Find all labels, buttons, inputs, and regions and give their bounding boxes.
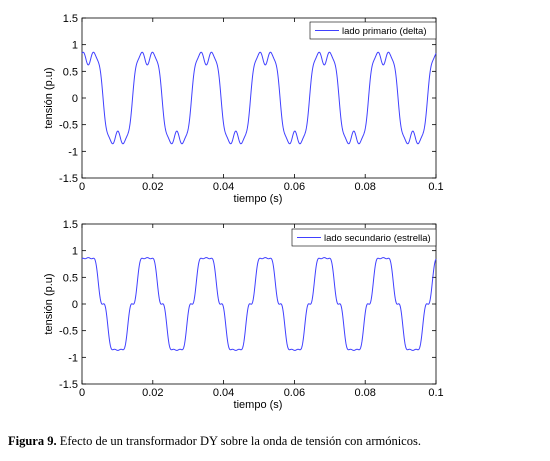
y-tick-label: -1.5 xyxy=(59,173,78,185)
plot-secundario: tensión (p.u) tiempo (s) 0 0.02 0.04 0.06 0.… xyxy=(43,219,444,411)
caption-text: Efecto de un transformador DY sobre la o… xyxy=(56,434,421,448)
y-tick-label: 1 xyxy=(72,40,78,52)
legend-box xyxy=(309,21,437,40)
x-tick-label: 0.08 xyxy=(354,181,375,193)
y-tick-label: -0.5 xyxy=(59,326,78,338)
x-tick-label: 0.06 xyxy=(284,181,305,193)
series-line xyxy=(81,51,437,145)
y-tick-label: -1 xyxy=(68,352,78,364)
y-axis-label: tensión (p.u) xyxy=(43,273,55,334)
legend-label: lado secundario (estrella) xyxy=(324,233,431,244)
x-tick-label: 0 xyxy=(79,181,85,193)
legend-box xyxy=(291,228,437,247)
x-tick-label: 0.1 xyxy=(428,387,443,399)
plot-primario: tensión (p.u) tiempo (s) 0 0.02 0.04 0.06 0.… xyxy=(43,13,444,205)
x-tick-label: 0.02 xyxy=(142,387,163,399)
y-tick-label: 1 xyxy=(72,246,78,258)
y-tick-label: 0.5 xyxy=(63,272,78,284)
x-tick-label: 0 xyxy=(79,387,85,399)
legend-label: lado primario (delta) xyxy=(342,26,426,37)
axes-frame xyxy=(81,223,437,385)
x-axis-label: tiempo (s) xyxy=(234,193,283,205)
caption-label: Figura 9. xyxy=(8,434,57,448)
figure: tensión (p.u) tiempo (s) 0 0.02 0.04 0.06 0.… xyxy=(43,13,444,411)
axes-frame xyxy=(81,17,437,179)
y-tick-label: -0.5 xyxy=(59,120,78,132)
x-tick-label: 0.04 xyxy=(213,181,234,193)
y-tick-label: -1 xyxy=(68,146,78,158)
y-axis-label: tensión (p.u) xyxy=(43,67,55,128)
y-tick-label: 0 xyxy=(72,299,78,311)
figure-caption: Figura 9. Efecto de un transformador DY … xyxy=(8,434,548,449)
x-tick-label: 0.04 xyxy=(213,387,234,399)
x-tick-label: 0.06 xyxy=(284,387,305,399)
y-tick-label: 0 xyxy=(72,93,78,105)
y-tick-label: -1.5 xyxy=(59,379,78,391)
x-tick-label: 0.1 xyxy=(428,181,443,193)
x-axis-label: tiempo (s) xyxy=(234,399,283,411)
y-tick-label: 1.5 xyxy=(63,13,78,25)
x-tick-label: 0.08 xyxy=(354,387,375,399)
series-line xyxy=(81,257,437,351)
y-tick-label: 1.5 xyxy=(63,219,78,231)
x-tick-label: 0.02 xyxy=(142,181,163,193)
y-tick-label: 0.5 xyxy=(63,66,78,78)
